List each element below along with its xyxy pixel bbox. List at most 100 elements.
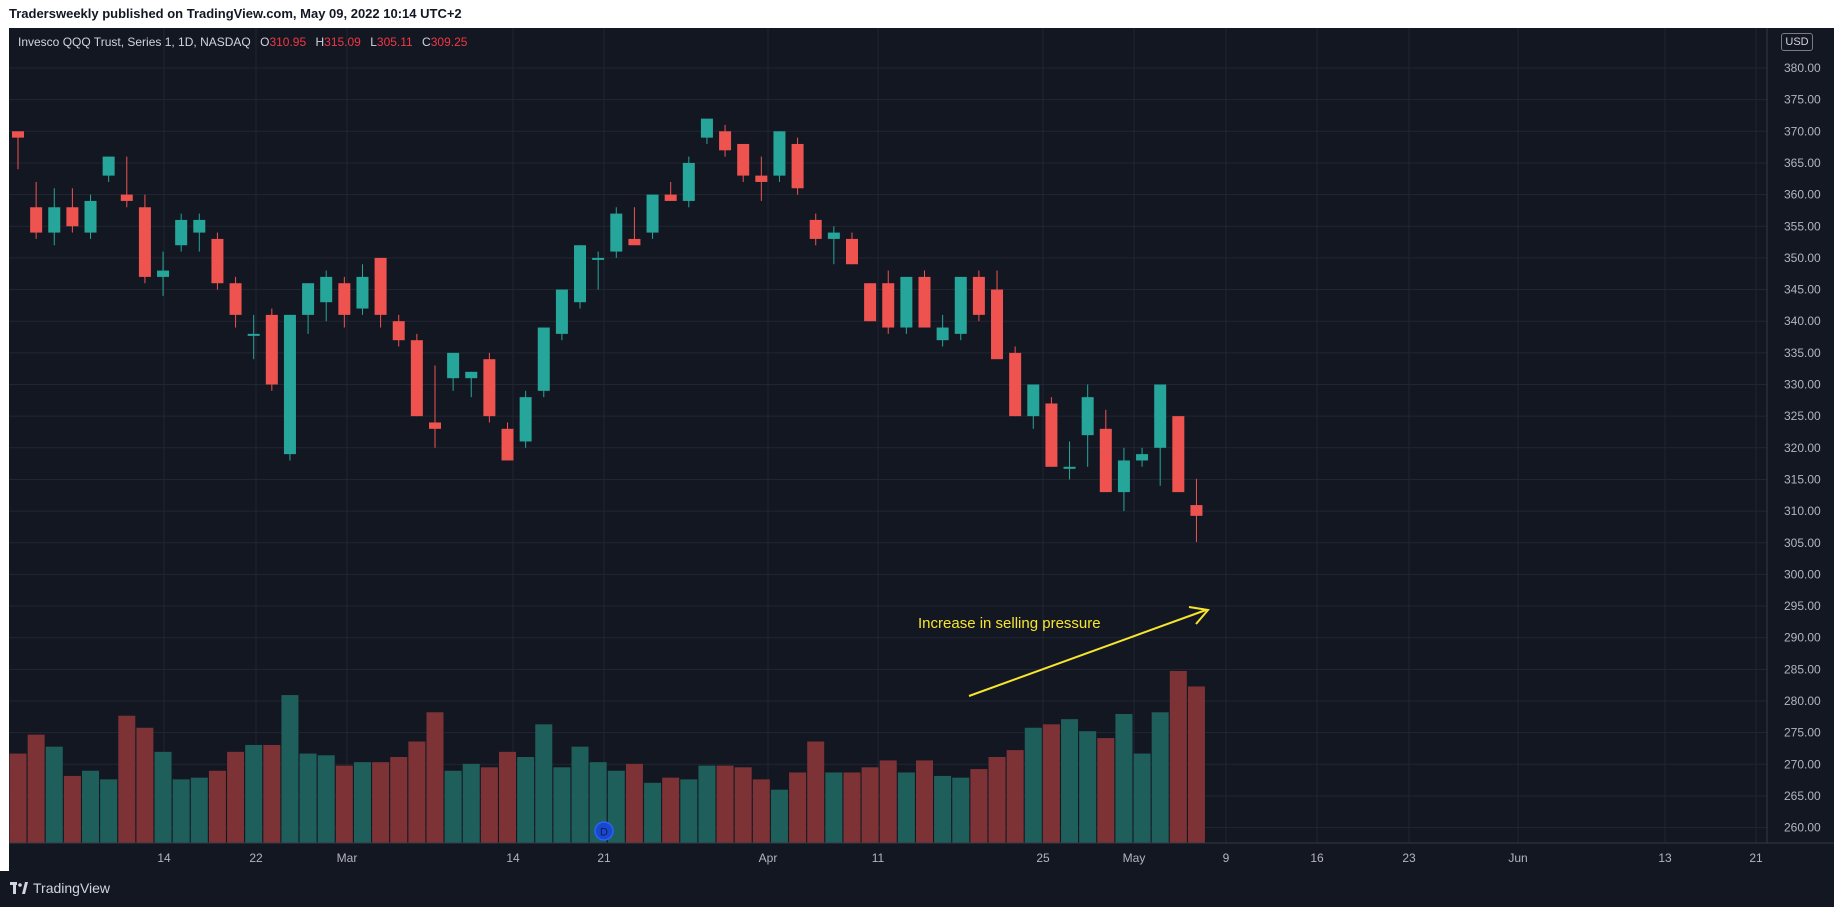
candle [1136,447,1149,467]
candle-body [84,200,97,233]
chart-frame[interactable] [9,28,1834,871]
volume-bar [118,715,136,843]
volume-bar [698,765,716,843]
candle-body [682,162,695,201]
volume-bar [879,760,897,843]
candle [918,270,931,328]
volume-bar [136,727,154,843]
time-tick-label: 14 [157,851,171,865]
candle [338,276,351,328]
annotation-text: Increase in selling pressure [918,615,1101,632]
candle [320,270,333,322]
candle [864,283,877,322]
price-tick-label: 315.00 [1784,472,1821,486]
candle-body [1027,384,1040,417]
volume-bar [1061,719,1079,843]
time-tick-label: Apr [759,851,778,865]
candle [537,327,550,398]
candle-body [646,194,659,233]
candle [719,124,732,157]
candle-body [157,270,170,277]
currency-badge[interactable]: USD [1781,33,1813,51]
time-tick-label: 9 [1223,851,1230,865]
price-tick-label: 335.00 [1784,346,1821,360]
volume-bar [843,772,861,843]
candle [809,213,822,246]
candle-body [447,352,460,379]
volume-bar [680,779,698,843]
candle-body [283,314,296,455]
published-caption: Tradersweekly published on TradingView.c… [0,0,1834,28]
candle [1027,384,1040,429]
volume-bar [227,751,245,843]
candle [501,422,514,461]
candle-body [610,213,623,252]
volume-bar [372,762,390,843]
price-tick-label: 270.00 [1784,757,1821,771]
volume-bar [897,772,915,843]
candle [428,365,441,448]
candle [737,143,750,182]
price-tick-label: 290.00 [1784,631,1821,645]
candle [356,264,369,315]
volume-bar [752,779,770,843]
candle [447,352,460,391]
candle [374,257,387,328]
volume-bar [480,767,498,843]
low-value: 305.11 [376,35,413,49]
event-marker-letter: D [600,827,608,839]
candle [302,283,315,334]
candle [465,371,478,398]
volume-bar [208,770,226,843]
candle-body [864,283,877,322]
volume-bar [154,751,172,843]
candle [845,232,858,265]
volume-bar [353,762,371,843]
time-tick-label: 16 [1310,851,1324,865]
price-tick-label: 300.00 [1784,567,1821,581]
candle-body [1099,428,1112,493]
candle-body [320,276,333,303]
volume-bar [1006,750,1024,843]
footer-bar: TradingView [0,871,1834,907]
price-tick-label: 320.00 [1784,441,1821,455]
low-label: L [370,35,377,49]
volume-bar [63,775,81,843]
candle-body [428,422,441,429]
open-value: 310.95 [269,35,307,49]
price-tick-label: 370.00 [1784,124,1821,138]
price-tick-label: 345.00 [1784,283,1821,297]
volume-bar [263,744,281,843]
tradingview-brand[interactable]: TradingView [10,880,110,896]
candle [211,232,224,290]
candle [664,181,677,201]
price-tick-label: 330.00 [1784,378,1821,392]
candles [12,118,1203,543]
candle [1154,384,1167,486]
volume-bar [27,734,45,843]
candlestick-chart[interactable]: Increase in selling pressure D 380.00 375… [0,0,1834,871]
event-marker[interactable]: D [594,821,614,841]
candle [755,156,768,201]
candle [791,137,804,195]
candle-body [991,289,1004,360]
candle [175,213,188,252]
volume-bar [100,779,118,843]
candle-body [737,143,750,176]
volume-bar [245,744,263,843]
candle-body [1136,454,1149,461]
price-tick-label: 325.00 [1784,409,1821,423]
candle [138,194,151,284]
candle [483,352,496,423]
candle-body [30,207,43,233]
candle-body [592,257,605,260]
candle-body [175,219,188,246]
price-tick-label: 295.00 [1784,599,1821,613]
price-tick-label: 310.00 [1784,504,1821,518]
volume-bar [861,767,879,843]
candle [1099,409,1112,493]
candle [519,390,532,448]
candle [1063,441,1076,480]
volume-bar [462,763,480,843]
candle-body [827,232,840,239]
